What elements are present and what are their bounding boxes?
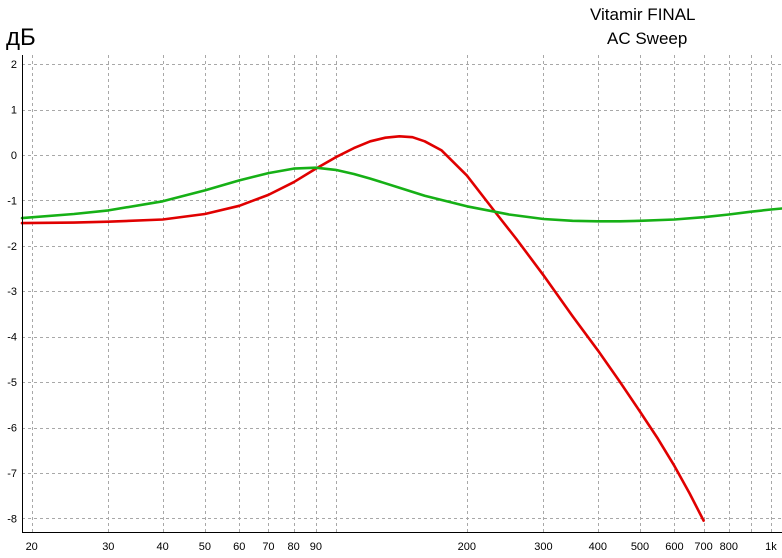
x-tick-label: 600 xyxy=(665,541,683,553)
y-tick-label: 2 xyxy=(11,59,17,71)
series-line-2 xyxy=(20,166,782,223)
x-tick-label: 700 xyxy=(694,541,712,553)
x-tick-label: 800 xyxy=(720,541,738,553)
x-tick-label: 70 xyxy=(262,541,274,553)
y-tick-labels: 2 1 0 -1 -2 -3 -4 -5 -6 -7 -8 xyxy=(7,59,17,525)
y-tick-label: -3 xyxy=(7,286,17,298)
x-tick-label: 400 xyxy=(589,541,607,553)
y-tick-label: -5 xyxy=(7,377,17,389)
x-tick-label: 300 xyxy=(534,541,552,553)
x-tick-label: 40 xyxy=(157,541,169,553)
plot-frame xyxy=(22,55,782,533)
y-tick-label: -2 xyxy=(7,241,17,253)
x-tick-label: 500 xyxy=(631,541,649,553)
y-tick-label: -1 xyxy=(7,195,17,207)
x-tick-label: 90 xyxy=(310,541,322,553)
grid xyxy=(22,55,782,532)
y-tick-label: 0 xyxy=(11,150,17,162)
chart-title: Vitamir FINAL xyxy=(590,5,696,24)
x-tick-label: 80 xyxy=(288,541,300,553)
x-tick-label: 200 xyxy=(458,541,476,553)
y-tick-label: 1 xyxy=(11,105,17,117)
series-group xyxy=(20,135,782,522)
y-axis-label: дБ xyxy=(6,24,36,51)
y-tick-label: -7 xyxy=(7,468,17,480)
y-tick-label: -8 xyxy=(7,513,17,525)
x-tick-label: 30 xyxy=(102,541,114,553)
x-tick-labels: 20 30 40 50 60 70 80 90 200 300 400 500 600 700 800 1k xyxy=(26,541,778,553)
chart-subtitle: AC Sweep xyxy=(607,29,688,48)
x-tick-label: 1k xyxy=(765,541,777,553)
x-tick-label: 20 xyxy=(26,541,38,553)
y-tick-label: -4 xyxy=(7,332,17,344)
series-line-1 xyxy=(20,135,705,522)
x-tick-label: 50 xyxy=(199,541,211,553)
x-tick-label: 60 xyxy=(233,541,245,553)
y-tick-label: -6 xyxy=(7,423,17,435)
